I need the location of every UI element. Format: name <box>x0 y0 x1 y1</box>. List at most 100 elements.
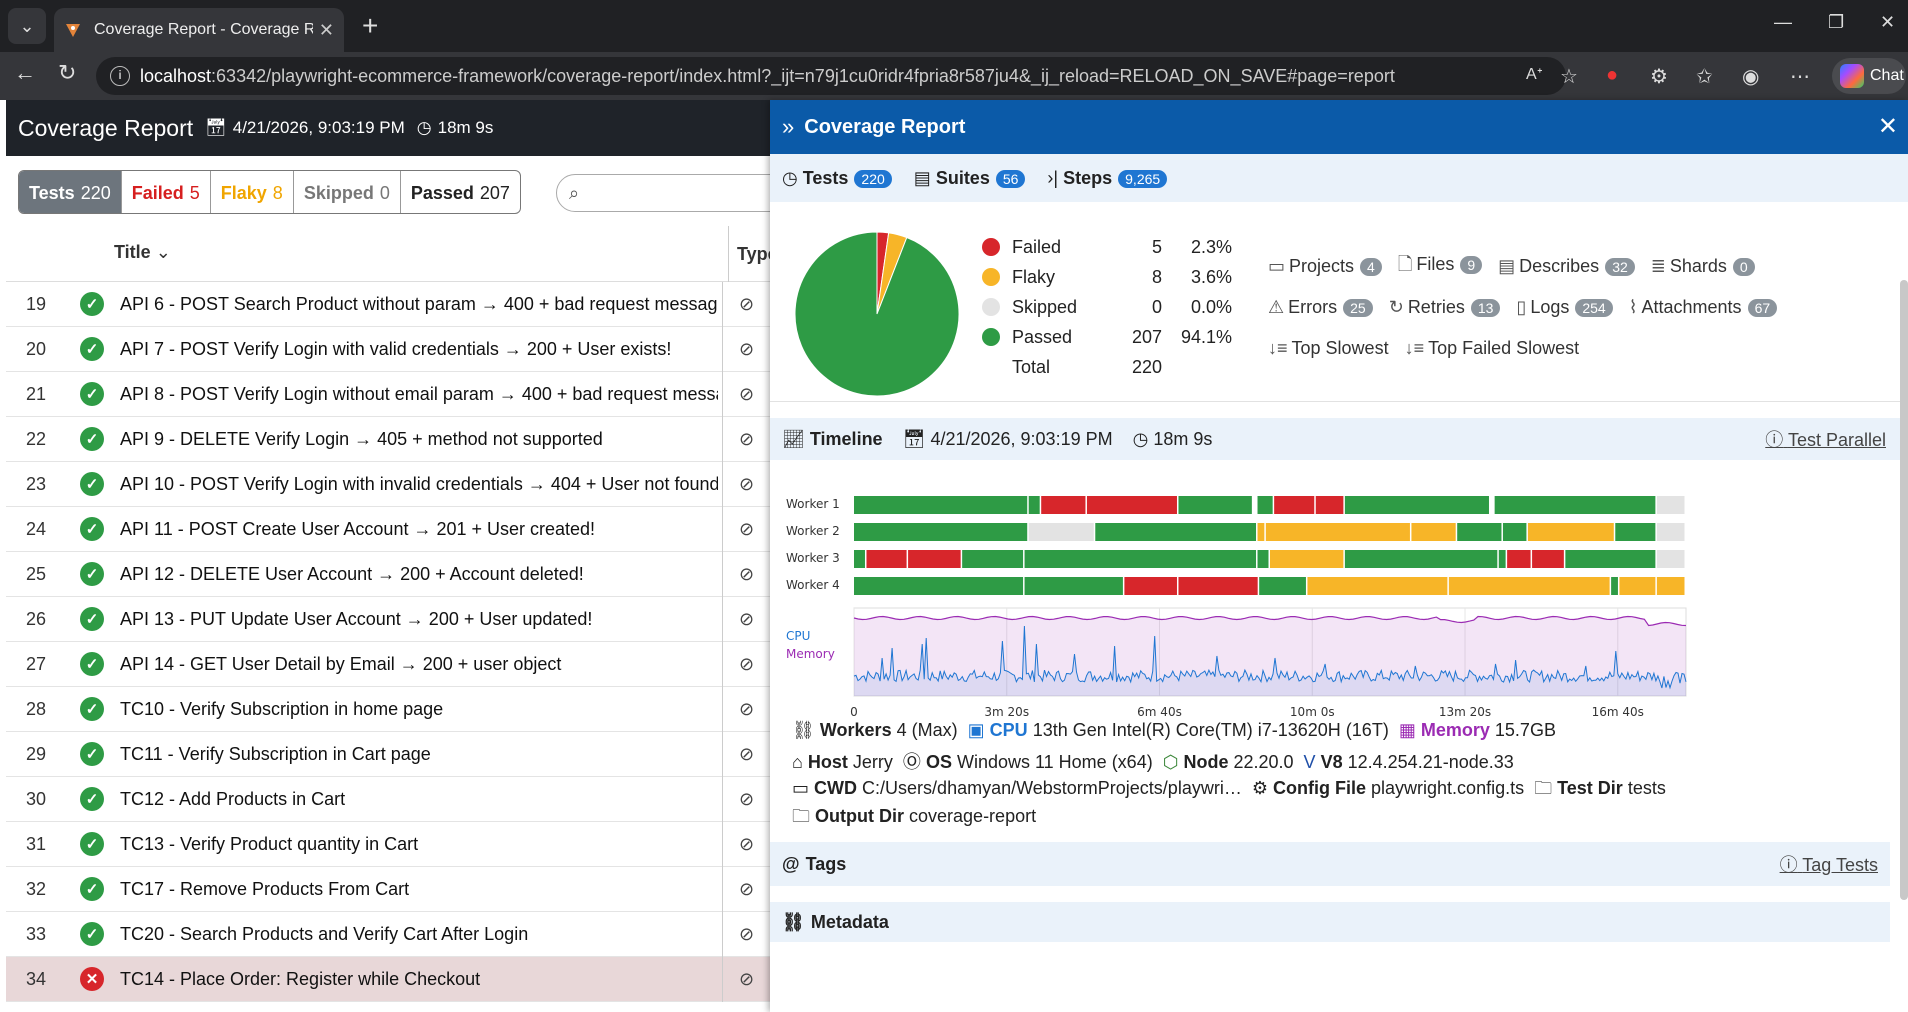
row-title[interactable]: TC14 - Place Order: Register while Check… <box>120 968 481 989</box>
back-icon[interactable]: ← <box>14 60 36 85</box>
stat-tests[interactable]: ◷ Tests 220 <box>782 168 892 189</box>
shards-link[interactable]: ≣ Shards 0 <box>1651 256 1755 277</box>
reload-icon[interactable]: ↻ <box>58 60 77 85</box>
table-row[interactable]: 20 ✓ API 7 - POST Verify Login with vali… <box>6 326 770 372</box>
row-title[interactable]: TC11 - Verify Subscription in Cart page <box>120 743 431 764</box>
table-row[interactable]: 29 ✓ TC11 - Verify Subscription in Cart … <box>6 731 770 777</box>
timeline-test-bar[interactable] <box>1498 550 1506 568</box>
timeline-test-bar[interactable] <box>854 577 1024 595</box>
files-link[interactable]: 🗋︎ Files 9 <box>1398 252 1483 282</box>
minimize-icon[interactable]: — <box>1774 12 1792 32</box>
read-aloud-icon[interactable]: Aᐩ <box>1526 66 1543 83</box>
timeline-test-bar[interactable] <box>1178 577 1258 595</box>
timeline-test-bar[interactable] <box>866 550 907 568</box>
timeline-test-bar[interactable] <box>1315 496 1344 514</box>
filter-flaky[interactable]: Flaky 8 <box>211 171 294 213</box>
extension-red-icon[interactable]: ● <box>1606 64 1619 86</box>
table-row[interactable]: 27 ✓ API 14 - GET User Detail by Email →… <box>6 641 770 687</box>
timeline-test-bar[interactable] <box>1178 496 1252 514</box>
timeline-test-bar[interactable] <box>1656 523 1685 541</box>
timeline-test-bar[interactable] <box>1532 550 1564 568</box>
filter-tests[interactable]: Tests 220 <box>19 171 122 213</box>
filter-failed[interactable]: Failed 5 <box>122 171 211 213</box>
timeline-test-bar[interactable] <box>1411 523 1456 541</box>
table-row[interactable]: 28 ✓ TC10 - Verify Subscription in home … <box>6 686 770 732</box>
row-title[interactable]: API 11 - POST Create User Account → 201 … <box>120 518 596 539</box>
timeline-test-bar[interactable] <box>1527 523 1614 541</box>
timeline-test-bar[interactable] <box>1257 523 1265 541</box>
tab-coverage-report[interactable]: Coverage Report - Coverage Report ✕ <box>54 8 344 52</box>
table-row[interactable]: 26 ✓ API 13 - PUT Update User Account → … <box>6 596 770 642</box>
table-row[interactable]: 34 ✕ TC14 - Place Order: Register while … <box>6 956 770 1002</box>
timeline-test-bar[interactable] <box>1619 577 1656 595</box>
table-row[interactable]: 33 ✓ TC20 - Search Products and Verify C… <box>6 911 770 957</box>
attachments-link[interactable]: ⌇ Attachments 67 <box>1629 297 1778 318</box>
timeline-test-bar[interactable] <box>1265 523 1410 541</box>
timeline-test-bar[interactable] <box>1124 577 1177 595</box>
legend-row-flaky[interactable]: Flaky 8 3.6% <box>982 262 1232 292</box>
drawer-close-icon[interactable]: ✕ <box>1877 113 1898 140</box>
row-title[interactable]: API 13 - PUT Update User Account → 200 +… <box>120 608 593 629</box>
timeline-test-bar[interactable] <box>1307 577 1448 595</box>
timeline-test-bar[interactable] <box>1502 523 1527 541</box>
drawer-scrollbar[interactable] <box>1900 280 1908 900</box>
window-close-icon[interactable]: ✕ <box>1880 12 1896 32</box>
tab-close-icon[interactable]: ✕ <box>318 19 334 40</box>
errors-link[interactable]: ⚠ Errors 25 <box>1268 297 1373 318</box>
site-info-icon[interactable]: i <box>110 66 130 86</box>
row-title[interactable]: API 9 - DELETE Verify Login → 405 + meth… <box>120 428 603 449</box>
timeline-test-bar[interactable] <box>908 550 961 568</box>
top-slowest-link[interactable]: ↓≡ Top Slowest <box>1268 338 1389 359</box>
timeline-test-bar[interactable] <box>1494 496 1656 514</box>
column-title[interactable]: Title ⌄ <box>114 242 171 263</box>
timeline-test-bar[interactable] <box>1656 496 1685 514</box>
timeline-test-bar[interactable] <box>1457 523 1502 541</box>
retries-link[interactable]: ↻ Retries 13 <box>1389 297 1501 318</box>
row-title[interactable]: API 6 - POST Search Product without para… <box>120 293 718 314</box>
profile-avatar-icon[interactable]: ◉ <box>1742 66 1760 88</box>
tab-list-dropdown[interactable]: ⌄ <box>8 8 46 44</box>
favorite-star-icon[interactable]: ☆ <box>1560 66 1578 88</box>
table-row[interactable]: 24 ✓ API 11 - POST Create User Account →… <box>6 506 770 552</box>
row-title[interactable]: TC13 - Verify Product quantity in Cart <box>120 833 419 854</box>
timeline-test-bar[interactable] <box>1344 550 1498 568</box>
row-title[interactable]: TC12 - Add Products in Cart <box>120 788 346 809</box>
timeline-test-bar[interactable] <box>1565 550 1656 568</box>
table-row[interactable]: 21 ✓ API 8 - POST Verify Login without e… <box>6 371 770 417</box>
new-tab-button[interactable]: + <box>362 10 379 41</box>
timeline-test-bar[interactable] <box>1507 550 1531 568</box>
table-row[interactable]: 31 ✓ TC13 - Verify Product quantity in C… <box>6 821 770 867</box>
timeline-test-bar[interactable] <box>1274 496 1315 514</box>
timeline-test-bar[interactable] <box>1656 577 1685 595</box>
column-type[interactable]: Type <box>728 226 778 282</box>
table-row[interactable]: 22 ✓ API 9 - DELETE Verify Login → 405 +… <box>6 416 770 462</box>
filter-skipped[interactable]: Skipped 0 <box>294 171 401 213</box>
timeline-test-bar[interactable] <box>1615 523 1656 541</box>
more-menu-icon[interactable]: ⋯ <box>1790 66 1810 88</box>
search-input[interactable]: ⌕ <box>556 174 806 212</box>
describes-link[interactable]: ▤ Describes 32 <box>1498 256 1635 277</box>
row-title[interactable]: TC17 - Remove Products From Cart <box>120 878 410 899</box>
table-row[interactable]: 25 ✓ API 12 - DELETE User Account → 200 … <box>6 551 770 597</box>
timeline-test-bar[interactable] <box>1656 550 1685 568</box>
legend-row-skipped[interactable]: Skipped 0 0.0% <box>982 292 1232 322</box>
timeline-test-bar[interactable] <box>1024 550 1257 568</box>
stat-suites[interactable]: ▤ Suites 56 <box>914 168 1026 189</box>
logs-link[interactable]: ▯ Logs 254 <box>1516 297 1613 318</box>
extensions-puzzle-icon[interactable]: ⚙ <box>1650 66 1668 88</box>
table-row[interactable]: 23 ✓ API 10 - POST Verify Login with inv… <box>6 461 770 507</box>
timeline-test-bar[interactable] <box>1611 577 1618 595</box>
stat-steps[interactable]: ›| Steps 9,265 <box>1047 168 1168 189</box>
table-row[interactable]: 19 ✓ API 6 - POST Search Product without… <box>6 281 770 327</box>
test-parallel-link[interactable]: ⓘ Test Parallel <box>1765 426 1886 452</box>
timeline-test-bar[interactable] <box>1257 550 1269 568</box>
collapse-chevrons-icon[interactable]: » <box>782 114 795 139</box>
row-title[interactable]: TC10 - Verify Subscription in home page <box>120 698 444 719</box>
timeline-test-bar[interactable] <box>854 523 1028 541</box>
row-title[interactable]: API 7 - POST Verify Login with valid cre… <box>120 338 672 359</box>
row-title[interactable]: API 8 - POST Verify Login without email … <box>120 383 718 404</box>
table-row[interactable]: 30 ✓ TC12 - Add Products in Cart ⊘ <box>6 776 770 822</box>
timeline-test-bar[interactable] <box>1028 523 1094 541</box>
top-failed-slowest-link[interactable]: ↓≡ Top Failed Slowest <box>1405 338 1580 359</box>
timeline-test-bar[interactable] <box>1270 550 1344 568</box>
